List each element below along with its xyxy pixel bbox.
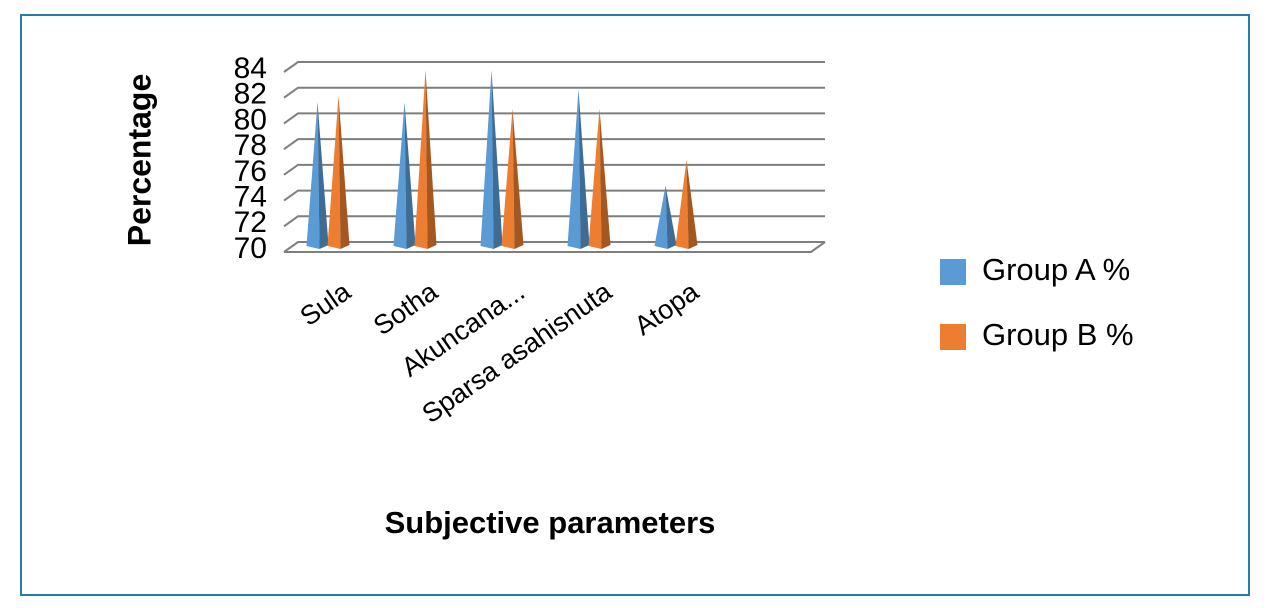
cone-face: [327, 95, 341, 249]
y-tick-label: 82: [234, 78, 267, 111]
y-tick-label: 76: [234, 155, 267, 188]
cone-face: [654, 185, 668, 249]
legend-label: Group B %: [982, 317, 1134, 352]
cone-face: [501, 108, 515, 249]
cone-face: [414, 70, 428, 249]
cone-face: [491, 70, 503, 249]
cone: [567, 89, 590, 250]
grid-line: [283, 215, 825, 228]
chart-frame: [20, 14, 1250, 596]
cone-face: [425, 70, 437, 249]
cone-face: [686, 160, 698, 249]
grid-line: [283, 241, 825, 253]
grid-line: [283, 138, 825, 150]
legend-swatch: [940, 324, 966, 350]
grid-line: [283, 163, 825, 176]
cone-face: [567, 89, 581, 250]
cone-face: [675, 160, 689, 249]
cone: [327, 95, 350, 249]
grid-line: [283, 86, 825, 99]
grid-line: [283, 61, 825, 73]
cone: [588, 108, 611, 249]
cone-face: [306, 102, 320, 250]
cone-face: [404, 102, 416, 250]
y-tick-label: 72: [234, 206, 267, 239]
cone-face: [578, 89, 590, 250]
y-tick-label: 74: [234, 180, 267, 213]
cone-face: [512, 108, 524, 249]
cone: [480, 70, 503, 249]
cone: [654, 185, 677, 249]
floor: [284, 241, 826, 253]
y-tick-label: 78: [234, 129, 267, 162]
cone-face: [588, 108, 602, 249]
cone-face: [599, 108, 611, 249]
cone: [501, 108, 524, 249]
grid-line: [283, 112, 825, 125]
grid-line: [283, 189, 825, 202]
y-tick-label: 80: [234, 103, 267, 136]
cone-face: [393, 102, 407, 250]
cone-face: [480, 70, 494, 249]
y-tick-label: 70: [234, 232, 267, 265]
cone-face: [338, 95, 350, 249]
y-axis-title: Percentage: [121, 74, 157, 247]
legend-label: Group A %: [982, 252, 1130, 287]
y-tick-label: 84: [234, 52, 267, 85]
legend-swatch: [940, 259, 966, 285]
cone: [675, 160, 698, 249]
cone-face: [665, 185, 677, 249]
cone: [306, 102, 329, 250]
cone: [393, 102, 416, 250]
x-axis-title: Subjective parameters: [385, 505, 716, 540]
cone: [414, 70, 437, 249]
cone-face: [317, 102, 329, 250]
